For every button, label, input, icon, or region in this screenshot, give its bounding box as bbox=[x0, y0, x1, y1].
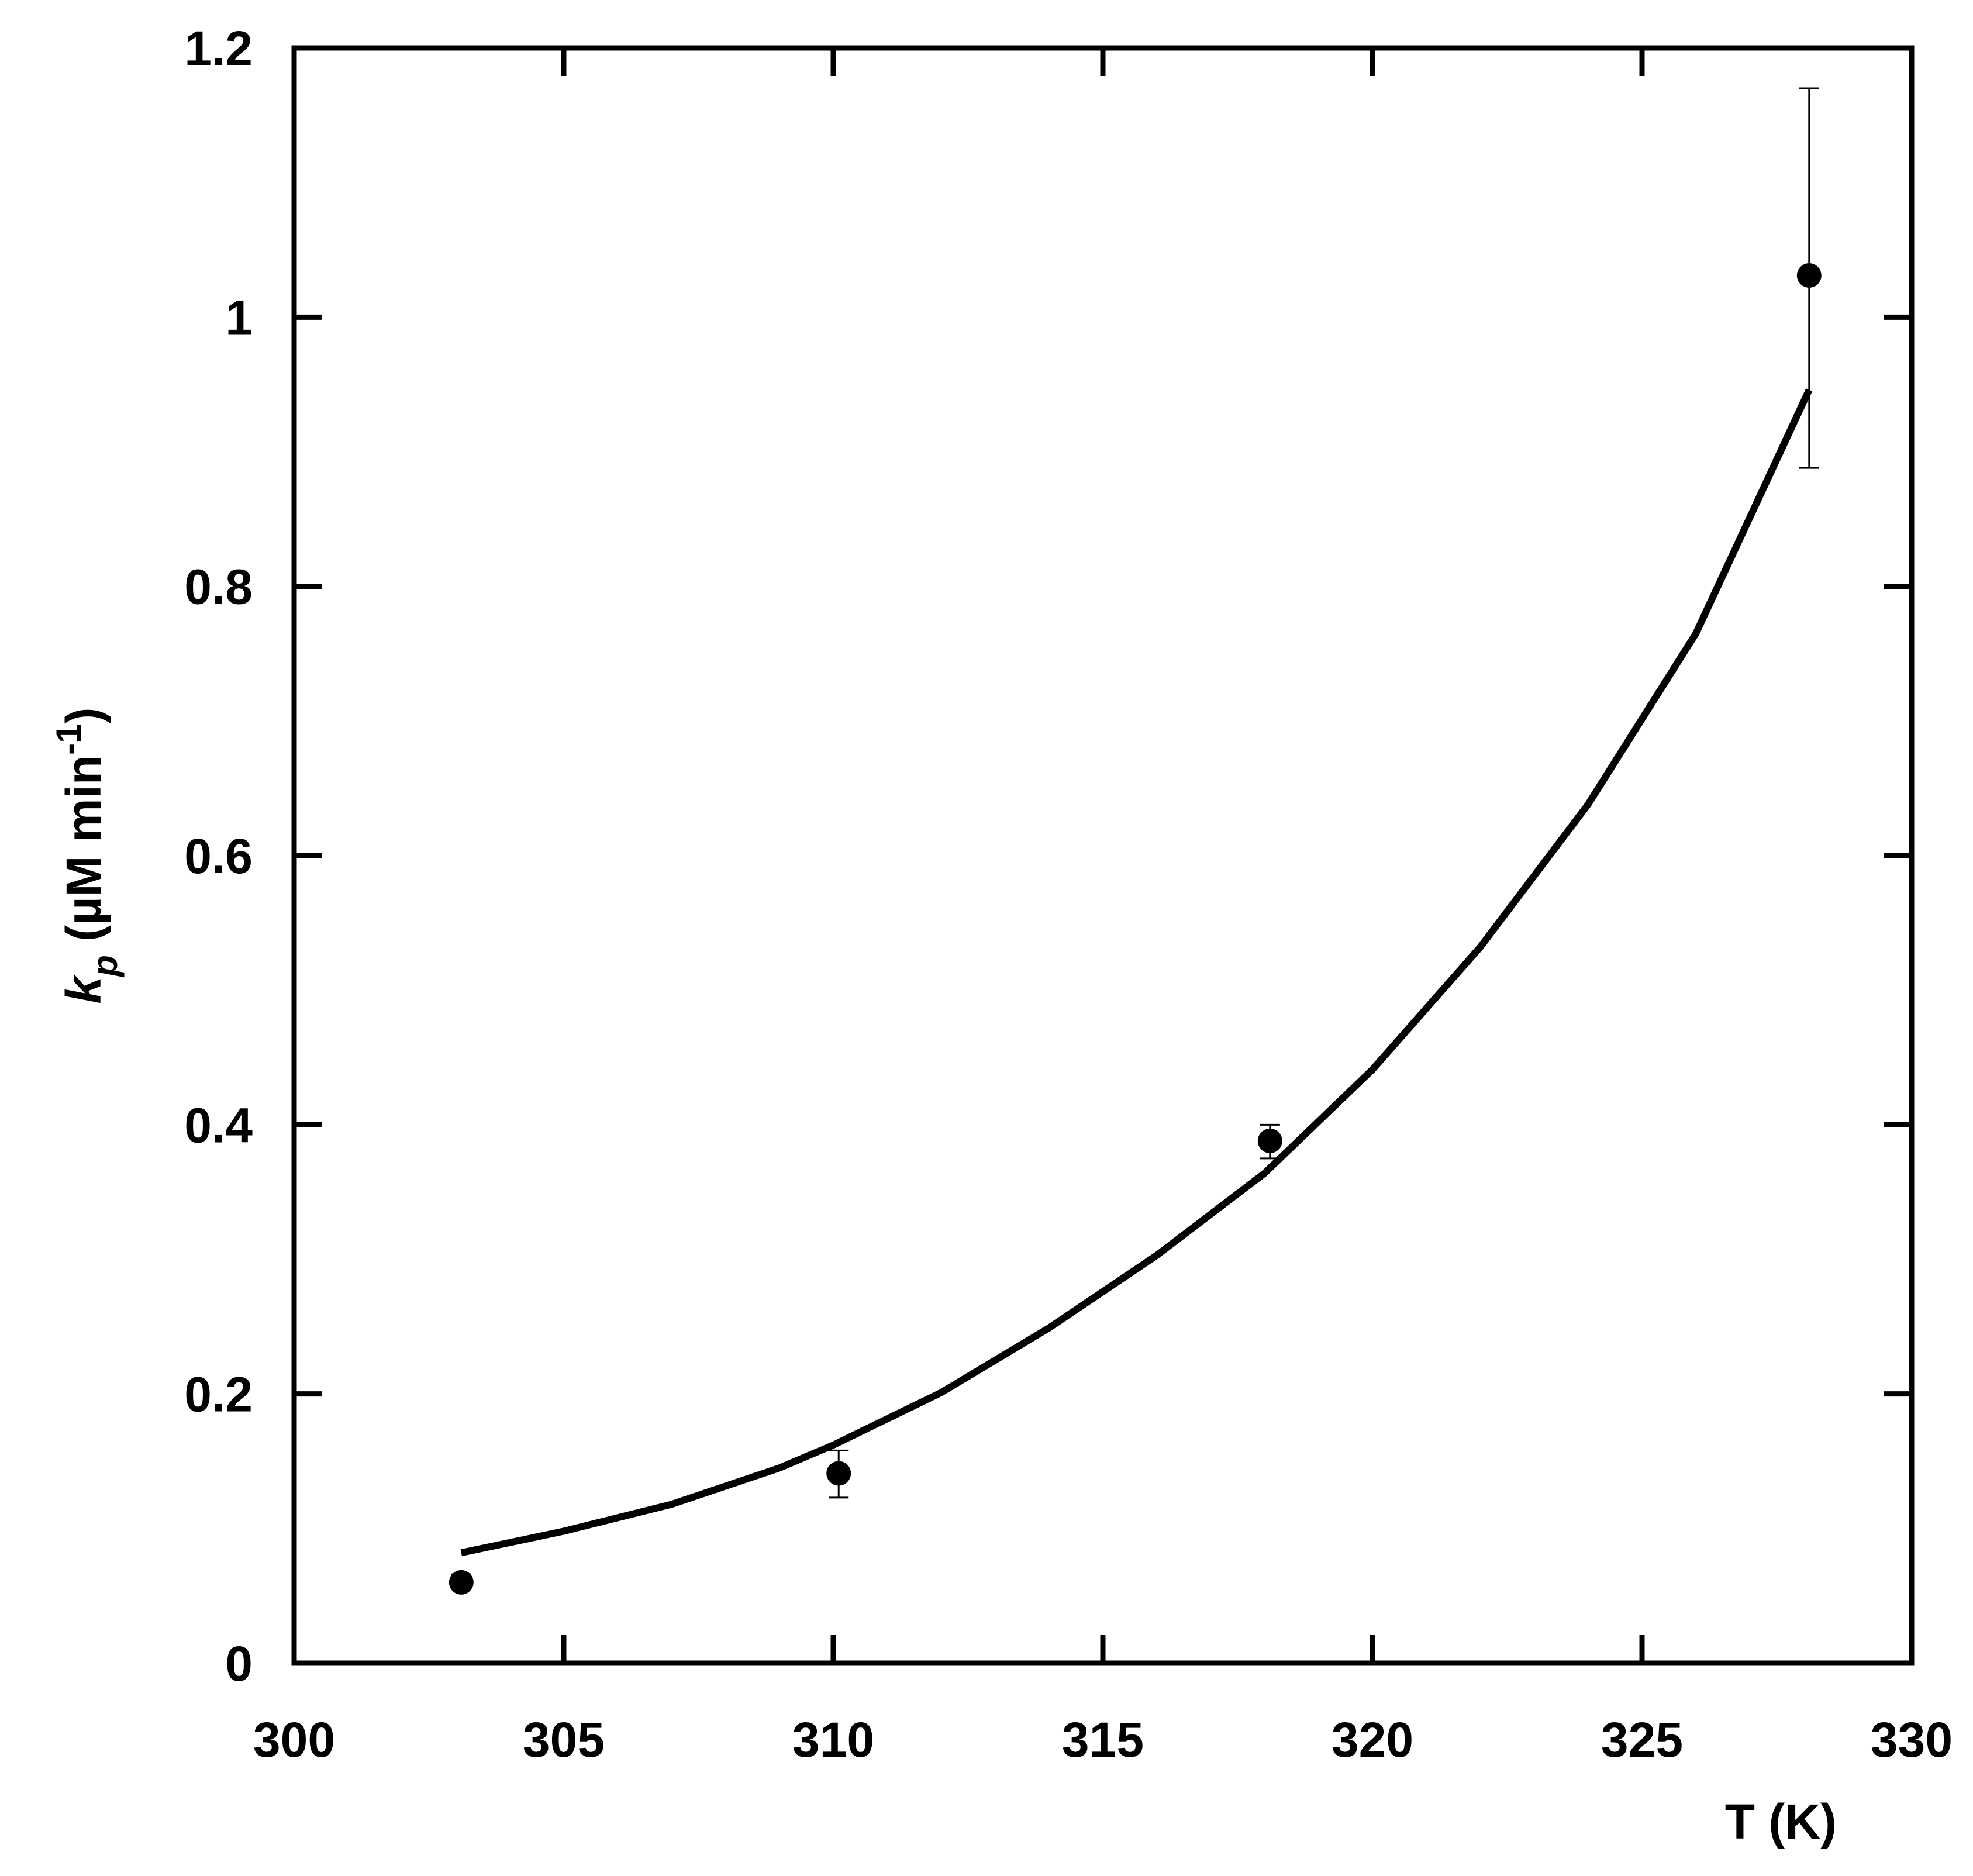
y-tick-label-0: 0 bbox=[225, 1636, 253, 1691]
fit-curve bbox=[460, 388, 1813, 1557]
plot-frame bbox=[291, 45, 1915, 1666]
data-point-1 bbox=[826, 1461, 851, 1486]
points-layer bbox=[449, 87, 1822, 1595]
y-ticks: 0 0.2 0.4 0.6 0.8 1 1.2 bbox=[184, 21, 1912, 1691]
x-tick-label-5: 325 bbox=[1601, 1712, 1683, 1767]
x-tick-label-4: 320 bbox=[1332, 1712, 1413, 1767]
y-tick-label-5: 1 bbox=[225, 290, 253, 345]
x-tick-label-0: 300 bbox=[253, 1712, 335, 1767]
x-tick-label-6: 330 bbox=[1871, 1712, 1953, 1767]
fit-layer bbox=[460, 388, 1813, 1557]
y-tick-label-6: 1.2 bbox=[184, 21, 253, 76]
y-tick-label-3: 0.6 bbox=[184, 829, 253, 884]
y-axis-subscript: p bbox=[85, 955, 125, 978]
y-tick-label-1: 0.2 bbox=[184, 1367, 253, 1422]
y-axis-superscript: -1 bbox=[49, 723, 88, 754]
data-point-0 bbox=[449, 1570, 474, 1595]
data-point-3 bbox=[1796, 263, 1822, 288]
x-tick-label-1: 305 bbox=[523, 1712, 605, 1767]
y-tick-label-4: 0.8 bbox=[184, 560, 253, 615]
data-point-2 bbox=[1257, 1128, 1282, 1153]
y-axis-unit-close: ) bbox=[56, 707, 111, 723]
x-tick-label-3: 315 bbox=[1062, 1712, 1144, 1767]
x-ticks: 300 305 310 315 320 325 330 bbox=[253, 48, 1953, 1767]
y-axis-title: kp (µM min-1) bbox=[49, 707, 125, 1003]
y-axis-unit-open: (µM min bbox=[56, 755, 111, 955]
y-tick-label-2: 0.4 bbox=[184, 1098, 253, 1153]
y-axis-symbol: k bbox=[56, 974, 111, 1004]
x-axis-title: T (K) bbox=[1725, 1794, 1837, 1849]
x-tick-label-2: 310 bbox=[792, 1712, 874, 1767]
